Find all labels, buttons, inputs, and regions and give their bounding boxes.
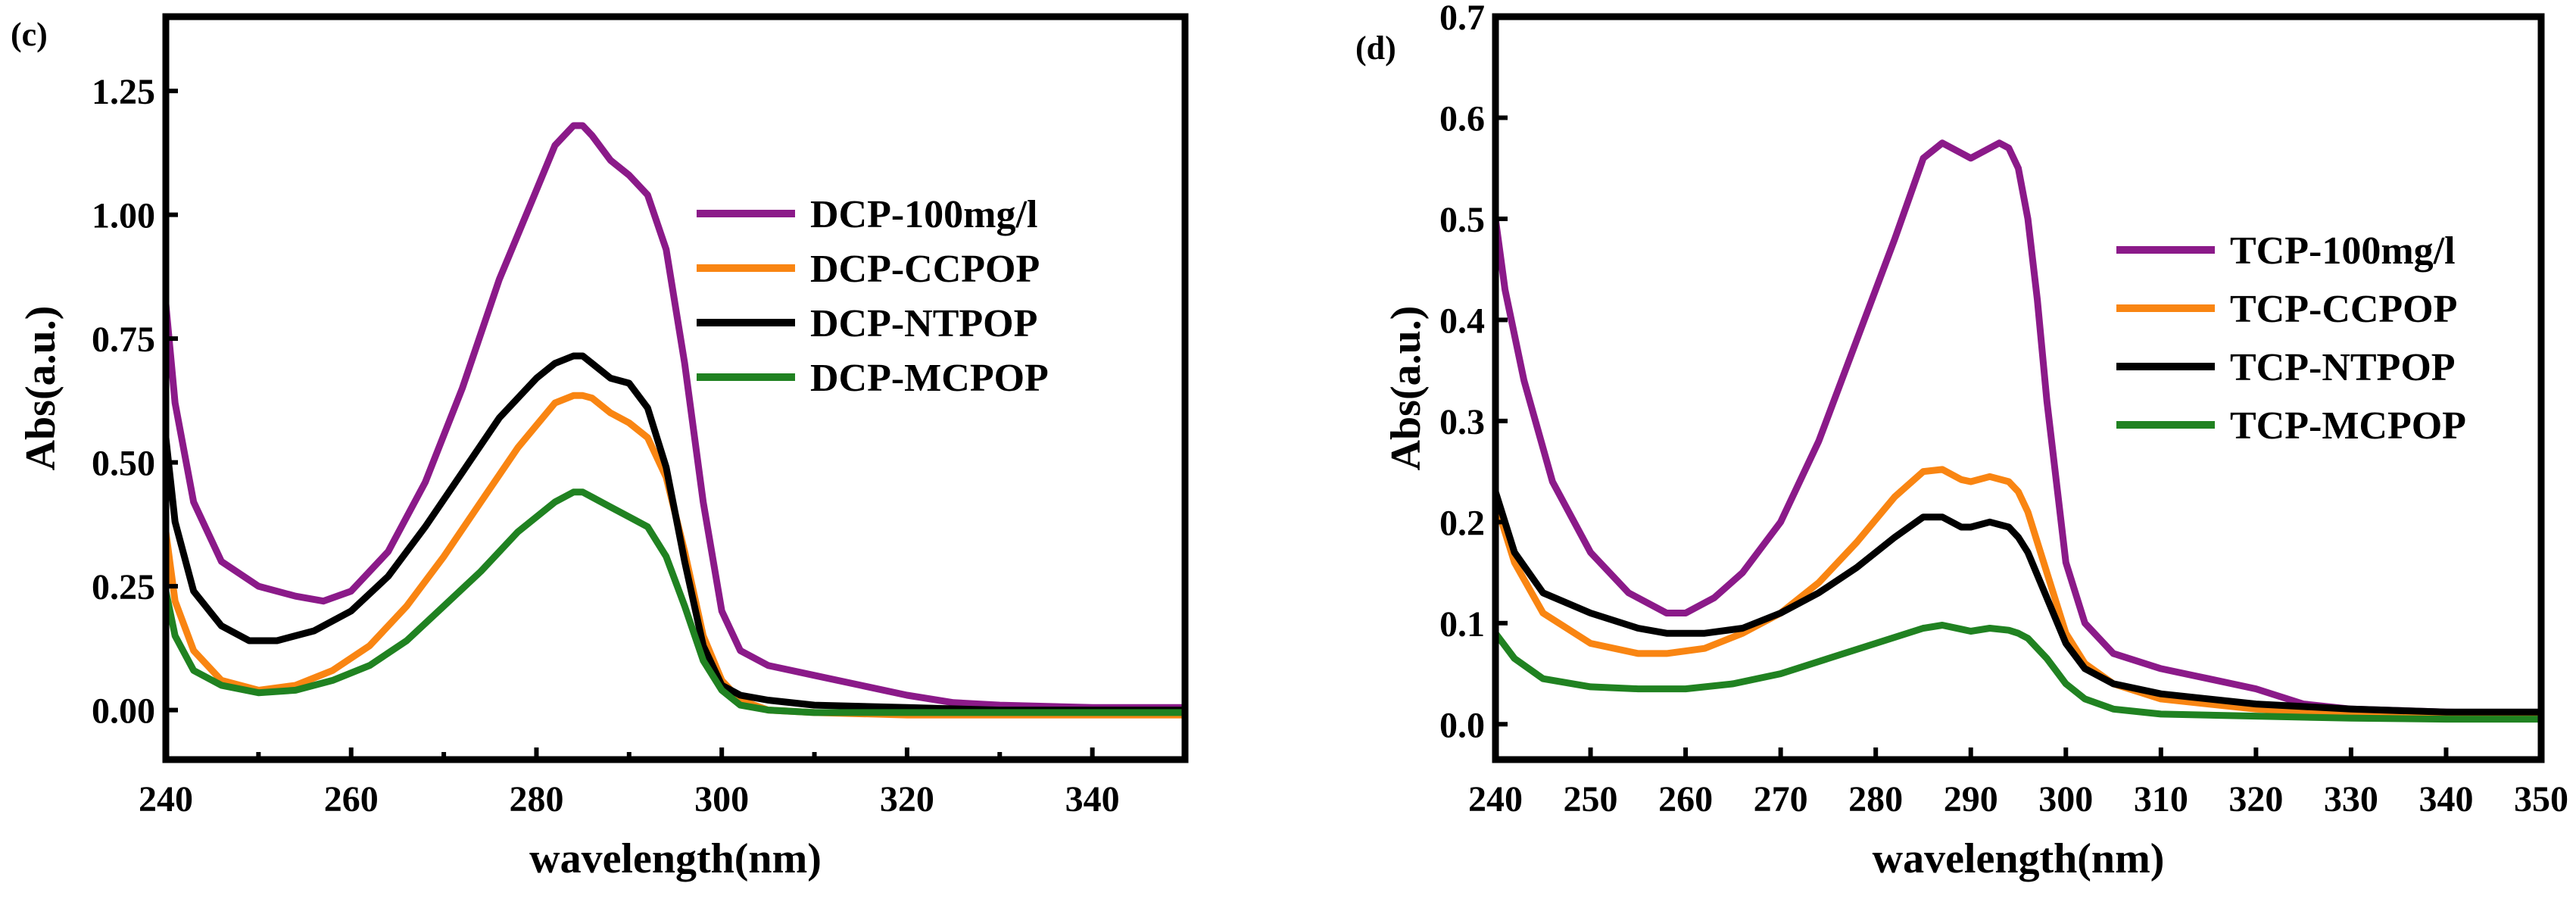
x-axis-title: wavelength(nm) <box>529 835 822 882</box>
chart-panel-1: 240 250 260 270 280 290 300 310 320 330 340 350 0.0 0… <box>1355 0 2568 882</box>
legend: TCP-100mg/l TCP-CCPOP TCP-NTPOP TCP-MCPOP <box>2116 229 2466 448</box>
plot-frame <box>162 13 1189 763</box>
legend-label-0: DCP-100mg/l <box>810 193 1037 236</box>
series-line-2 <box>1495 488 2541 716</box>
x-tick-label: 300 <box>694 779 749 819</box>
x-tick-label: 260 <box>324 779 379 819</box>
x-tick-label: 250 <box>1564 779 1618 819</box>
x-tick-label: 240 <box>1468 779 1523 819</box>
x-tick-label: 320 <box>2228 779 2283 819</box>
x-tick-label: 320 <box>880 779 934 819</box>
x-tick-label: 350 <box>2514 779 2568 819</box>
x-tick-label: 280 <box>509 779 563 819</box>
y-tick-label: 0.00 <box>92 691 155 732</box>
y-tick-label: 1.00 <box>92 196 155 236</box>
x-tick-label: 240 <box>139 779 193 819</box>
chart-panel-0: 240 260 280 300 320 340 0.00 0.25 0.50 0.75 1.00 1.… <box>11 13 1189 882</box>
series-line-1 <box>1495 466 2541 718</box>
y-axis-title: Abs(a.u.) <box>1383 306 1430 471</box>
panel-label: (d) <box>1355 30 1396 67</box>
y-tick-label: 0.7 <box>1439 0 1485 38</box>
plot-frame <box>1492 13 2545 763</box>
legend-label-3: TCP-MCPOP <box>2230 404 2466 448</box>
legend-label-0: TCP-100mg/l <box>2230 229 2456 273</box>
y-axis-title: Abs(a.u.) <box>17 306 64 471</box>
legend-label-1: TCP-CCPOP <box>2230 288 2457 331</box>
panel-label: (c) <box>11 16 48 53</box>
series-line-1 <box>166 392 1185 719</box>
legend-label-2: TCP-NTPOP <box>2230 346 2456 389</box>
y-tick-label: 0.50 <box>92 444 155 484</box>
x-tick-label: 270 <box>1754 779 1808 819</box>
x-tick-label: 280 <box>1848 779 1903 819</box>
x-tick-label: 310 <box>2134 779 2188 819</box>
x-tick-label: 330 <box>2324 779 2378 819</box>
legend-label-2: DCP-NTPOP <box>810 302 1037 345</box>
x-tick-label: 290 <box>1944 779 1998 819</box>
y-tick-label: 0.75 <box>92 320 155 360</box>
series-line-0 <box>166 122 1185 711</box>
y-tick-label: 0.4 <box>1439 301 1485 341</box>
y-tick-label: 0.0 <box>1439 705 1485 745</box>
y-tick-label: 1.25 <box>92 72 155 112</box>
series-line-3 <box>166 488 1185 716</box>
y-tick-label: 0.5 <box>1439 200 1485 240</box>
legend-label-1: DCP-CCPOP <box>810 248 1040 291</box>
series-line-0 <box>1495 139 2541 718</box>
x-axis-title: wavelength(nm) <box>1873 835 2165 882</box>
x-tick-label: 300 <box>2038 779 2093 819</box>
legend: DCP-100mg/l DCP-CCPOP DCP-NTPOP DCP-MCPOP <box>697 193 1049 400</box>
legend-label-3: DCP-MCPOP <box>810 357 1049 400</box>
y-tick-label: 0.25 <box>92 567 155 607</box>
x-tick-label: 340 <box>1065 779 1120 819</box>
y-tick-label: 0.1 <box>1439 604 1485 644</box>
x-tick-label: 340 <box>2419 779 2473 819</box>
series-line-3 <box>1495 622 2541 723</box>
y-tick-label: 0.6 <box>1439 98 1485 139</box>
y-tick-label: 0.2 <box>1439 503 1485 543</box>
y-tick-label: 0.3 <box>1439 402 1485 442</box>
x-tick-label: 260 <box>1658 779 1713 819</box>
series-line-2 <box>166 352 1185 714</box>
